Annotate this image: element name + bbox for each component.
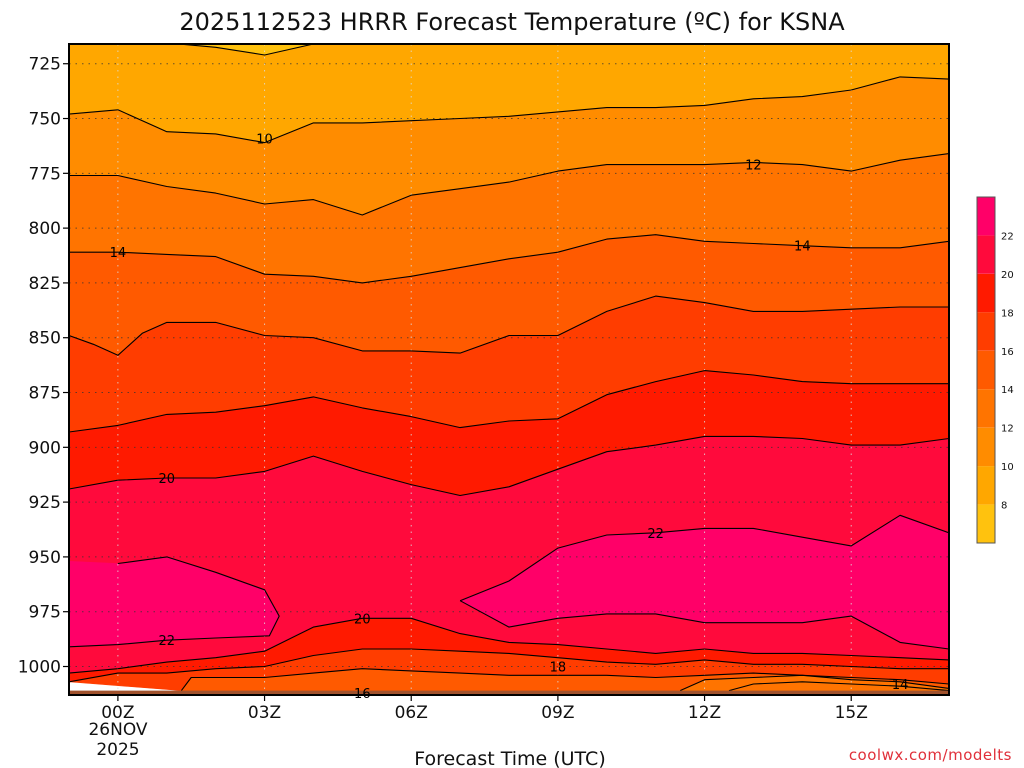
contour-16 bbox=[69, 556, 280, 648]
x-date-year: 2025 bbox=[96, 740, 139, 760]
contour-label: 22 bbox=[159, 634, 176, 649]
colorbar-swatch bbox=[977, 466, 995, 505]
colorbar-tick-label: 22 bbox=[1001, 231, 1014, 242]
x-tick-label: 12Z bbox=[688, 703, 721, 723]
contour-lines bbox=[69, 44, 949, 692]
x-tick-label: 06Z bbox=[395, 703, 428, 723]
contour-13 bbox=[69, 295, 949, 356]
contour-22 bbox=[679, 674, 949, 692]
colorbar-swatch bbox=[977, 504, 995, 543]
x-axis-label: Forecast Time (UTC) bbox=[414, 748, 605, 768]
ground bbox=[69, 690, 949, 695]
y-tick-label: 875 bbox=[29, 384, 61, 404]
y-tick-label: 1000 bbox=[18, 658, 61, 678]
contour-label: 22 bbox=[647, 527, 664, 542]
contour-15 bbox=[69, 435, 949, 497]
colorbar-swatch bbox=[977, 197, 995, 236]
colorbar-tick-label: 14 bbox=[1001, 385, 1014, 396]
contour-label: 20 bbox=[354, 612, 371, 627]
y-tick-label: 800 bbox=[29, 219, 61, 239]
contour-23 bbox=[728, 681, 949, 692]
y-tick-label: 825 bbox=[29, 274, 61, 294]
colorbar-tick-label: 12 bbox=[1001, 424, 1014, 435]
chart-title: 2025112523 HRRR Forecast Temperature (ºC… bbox=[179, 8, 845, 36]
contour-label: 10 bbox=[256, 132, 273, 147]
contour-label: 14 bbox=[892, 678, 909, 693]
grid-lines bbox=[69, 44, 949, 695]
y-tick-label: 900 bbox=[29, 438, 61, 458]
contour-9 bbox=[132, 44, 326, 56]
contour-12 bbox=[69, 234, 949, 284]
x-axis: 00Z 03Z 06Z 09Z 12Z 15Z bbox=[101, 695, 868, 723]
credit-link[interactable]: coolwx.com/modelts bbox=[849, 746, 1012, 764]
contour-18 bbox=[459, 600, 949, 650]
contour-14 bbox=[69, 370, 949, 433]
contour-label: 20 bbox=[159, 472, 176, 487]
y-axis: 725 750 775 800 825 850 875 900 925 950 975 1000 bbox=[18, 55, 69, 678]
colorbar-swatch bbox=[977, 427, 995, 467]
contour-19 bbox=[69, 617, 949, 674]
x-tick-label: 09Z bbox=[541, 703, 574, 723]
contour-label: 12 bbox=[745, 159, 762, 174]
contour-20 bbox=[69, 648, 949, 683]
x-tick-label: 00Z bbox=[101, 703, 134, 723]
colorbar-swatch bbox=[977, 350, 995, 390]
y-tick-label: 925 bbox=[29, 493, 61, 513]
contour-17 bbox=[459, 514, 949, 602]
y-tick-label: 950 bbox=[29, 548, 61, 568]
x-tick-label: 15Z bbox=[835, 703, 868, 723]
colorbar-tick-label: 20 bbox=[1001, 270, 1014, 281]
y-tick-label: 725 bbox=[29, 55, 61, 75]
temperature-fill bbox=[69, 44, 949, 695]
ground-surface bbox=[69, 690, 949, 695]
x-tick-label: 03Z bbox=[248, 703, 281, 723]
x-date-day: 26NOV bbox=[88, 720, 147, 740]
y-tick-label: 775 bbox=[29, 164, 61, 184]
contour-10 bbox=[69, 76, 949, 144]
y-tick-label: 850 bbox=[29, 329, 61, 349]
y-tick-label: 750 bbox=[29, 110, 61, 130]
colorbar-swatch bbox=[977, 312, 995, 351]
colorbar: 8 10 12 14 16 18 20 22 bbox=[976, 196, 1014, 544]
y-tick-label: 975 bbox=[29, 603, 61, 623]
colorbar-swatch bbox=[977, 235, 995, 274]
colorbar-swatch bbox=[977, 273, 995, 313]
colorbar-frame bbox=[976, 196, 996, 544]
contour-label: 14 bbox=[110, 246, 127, 261]
colorbar-tick-label: 18 bbox=[1001, 308, 1014, 319]
colorbar-swatch bbox=[977, 389, 995, 428]
contour-11 bbox=[69, 153, 949, 216]
contour-label: 18 bbox=[550, 661, 567, 676]
colorbar-tick-label: 8 bbox=[1001, 501, 1007, 512]
colorbar-tick-label: 10 bbox=[1001, 462, 1014, 473]
contour-21 bbox=[180, 668, 949, 691]
contour-label: 14 bbox=[794, 240, 811, 255]
colorbar-tick-label: 16 bbox=[1001, 347, 1014, 358]
plot-frame bbox=[68, 43, 950, 696]
